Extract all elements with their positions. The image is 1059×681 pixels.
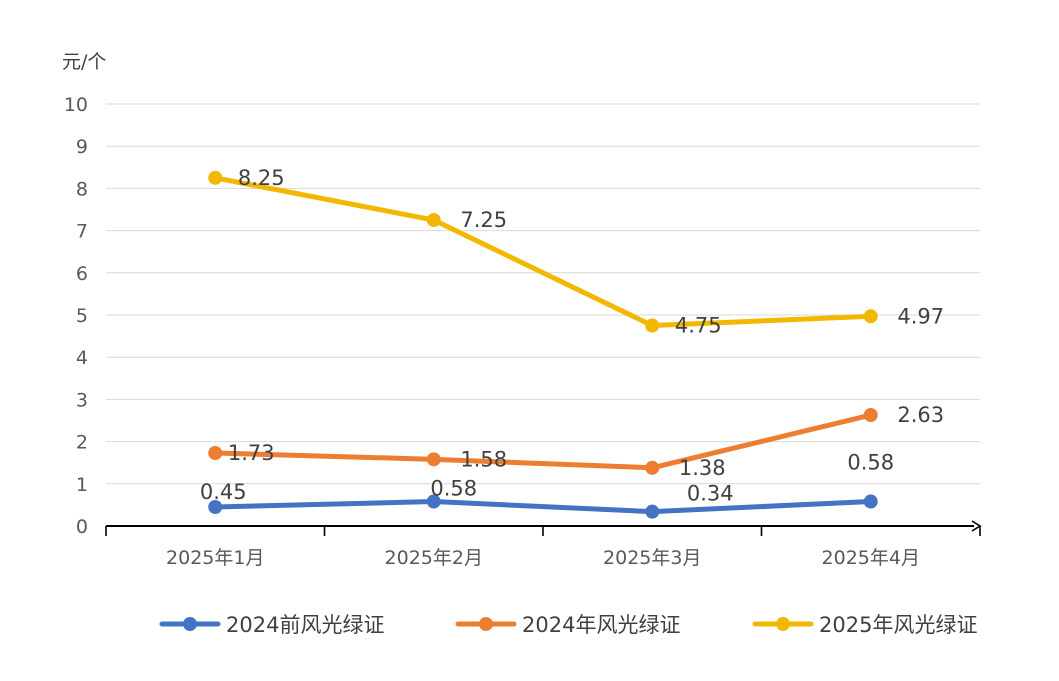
y-tick-label: 5	[76, 305, 88, 327]
data-point	[426, 452, 441, 467]
legend-label: 2024年风光绿证	[522, 613, 680, 637]
data-point	[208, 500, 223, 515]
legend-item: 2025年风光绿证	[752, 613, 977, 637]
y-axis-unit-label: 元/个	[62, 51, 106, 73]
data-label: 0.58	[847, 451, 894, 475]
data-point	[863, 494, 878, 509]
y-tick-label: 10	[64, 94, 88, 116]
data-label: 0.45	[200, 480, 247, 504]
legend-dot-marker	[183, 617, 197, 631]
legend-dot-marker	[479, 617, 493, 631]
x-axis-ticks: 2025年1月 2025年2月 2025年3月 2025年4月	[166, 547, 920, 569]
y-tick-label: 3	[76, 389, 88, 411]
y-tick-label: 7	[76, 221, 88, 243]
data-point	[863, 408, 878, 423]
data-label: 1.73	[228, 441, 275, 465]
data-label: 4.97	[897, 304, 944, 328]
data-point	[426, 213, 441, 228]
y-tick-label: 2	[76, 432, 88, 454]
x-tick-label: 2025年2月	[385, 547, 483, 569]
data-point	[645, 318, 660, 333]
x-axis	[105, 520, 982, 536]
data-label: 8.25	[238, 166, 285, 190]
data-label: 0.58	[430, 477, 477, 501]
y-tick-label: 6	[76, 263, 88, 285]
data-label: 1.58	[460, 447, 507, 471]
data-point	[645, 460, 660, 475]
data-point	[645, 504, 660, 519]
legend-dot-marker	[776, 617, 790, 631]
data-label: 2.63	[897, 403, 944, 427]
series-lines	[208, 170, 878, 519]
data-label: 7.25	[460, 208, 507, 232]
data-label: 1.38	[679, 456, 726, 480]
data-label: 0.34	[687, 482, 734, 506]
data-point	[426, 494, 441, 509]
y-tick-label: 0	[76, 516, 88, 538]
data-point	[863, 309, 878, 324]
legend: 2024前风光绿证 2024年风光绿证 2025年风光绿证	[159, 613, 977, 637]
data-labels: 0.45 0.58 0.34 0.58 1.73 1.58 1.38 2.63 8.25 7.25…	[200, 166, 944, 506]
y-tick-label: 4	[76, 347, 88, 369]
series-line	[212, 412, 874, 471]
y-tick-label: 9	[76, 136, 88, 158]
x-tick-label: 2025年4月	[822, 547, 920, 569]
x-tick-label: 2025年1月	[166, 547, 264, 569]
y-axis-ticks: 0 1 2 3 4 5 6 7 8 9 10	[64, 94, 88, 538]
y-tick-label: 1	[76, 474, 88, 496]
legend-label: 2024前风光绿证	[226, 613, 384, 637]
data-point	[208, 170, 223, 185]
data-label: 4.75	[675, 314, 722, 338]
legend-item: 2024前风光绿证	[159, 613, 384, 637]
y-tick-label: 8	[76, 178, 88, 200]
legend-item: 2024年风光绿证	[455, 613, 680, 637]
x-tick-label: 2025年3月	[603, 547, 701, 569]
data-point	[208, 445, 223, 460]
gridlines	[106, 103, 980, 485]
series-line	[212, 175, 874, 329]
series-line	[212, 499, 874, 515]
legend-label: 2025年风光绿证	[819, 613, 977, 637]
